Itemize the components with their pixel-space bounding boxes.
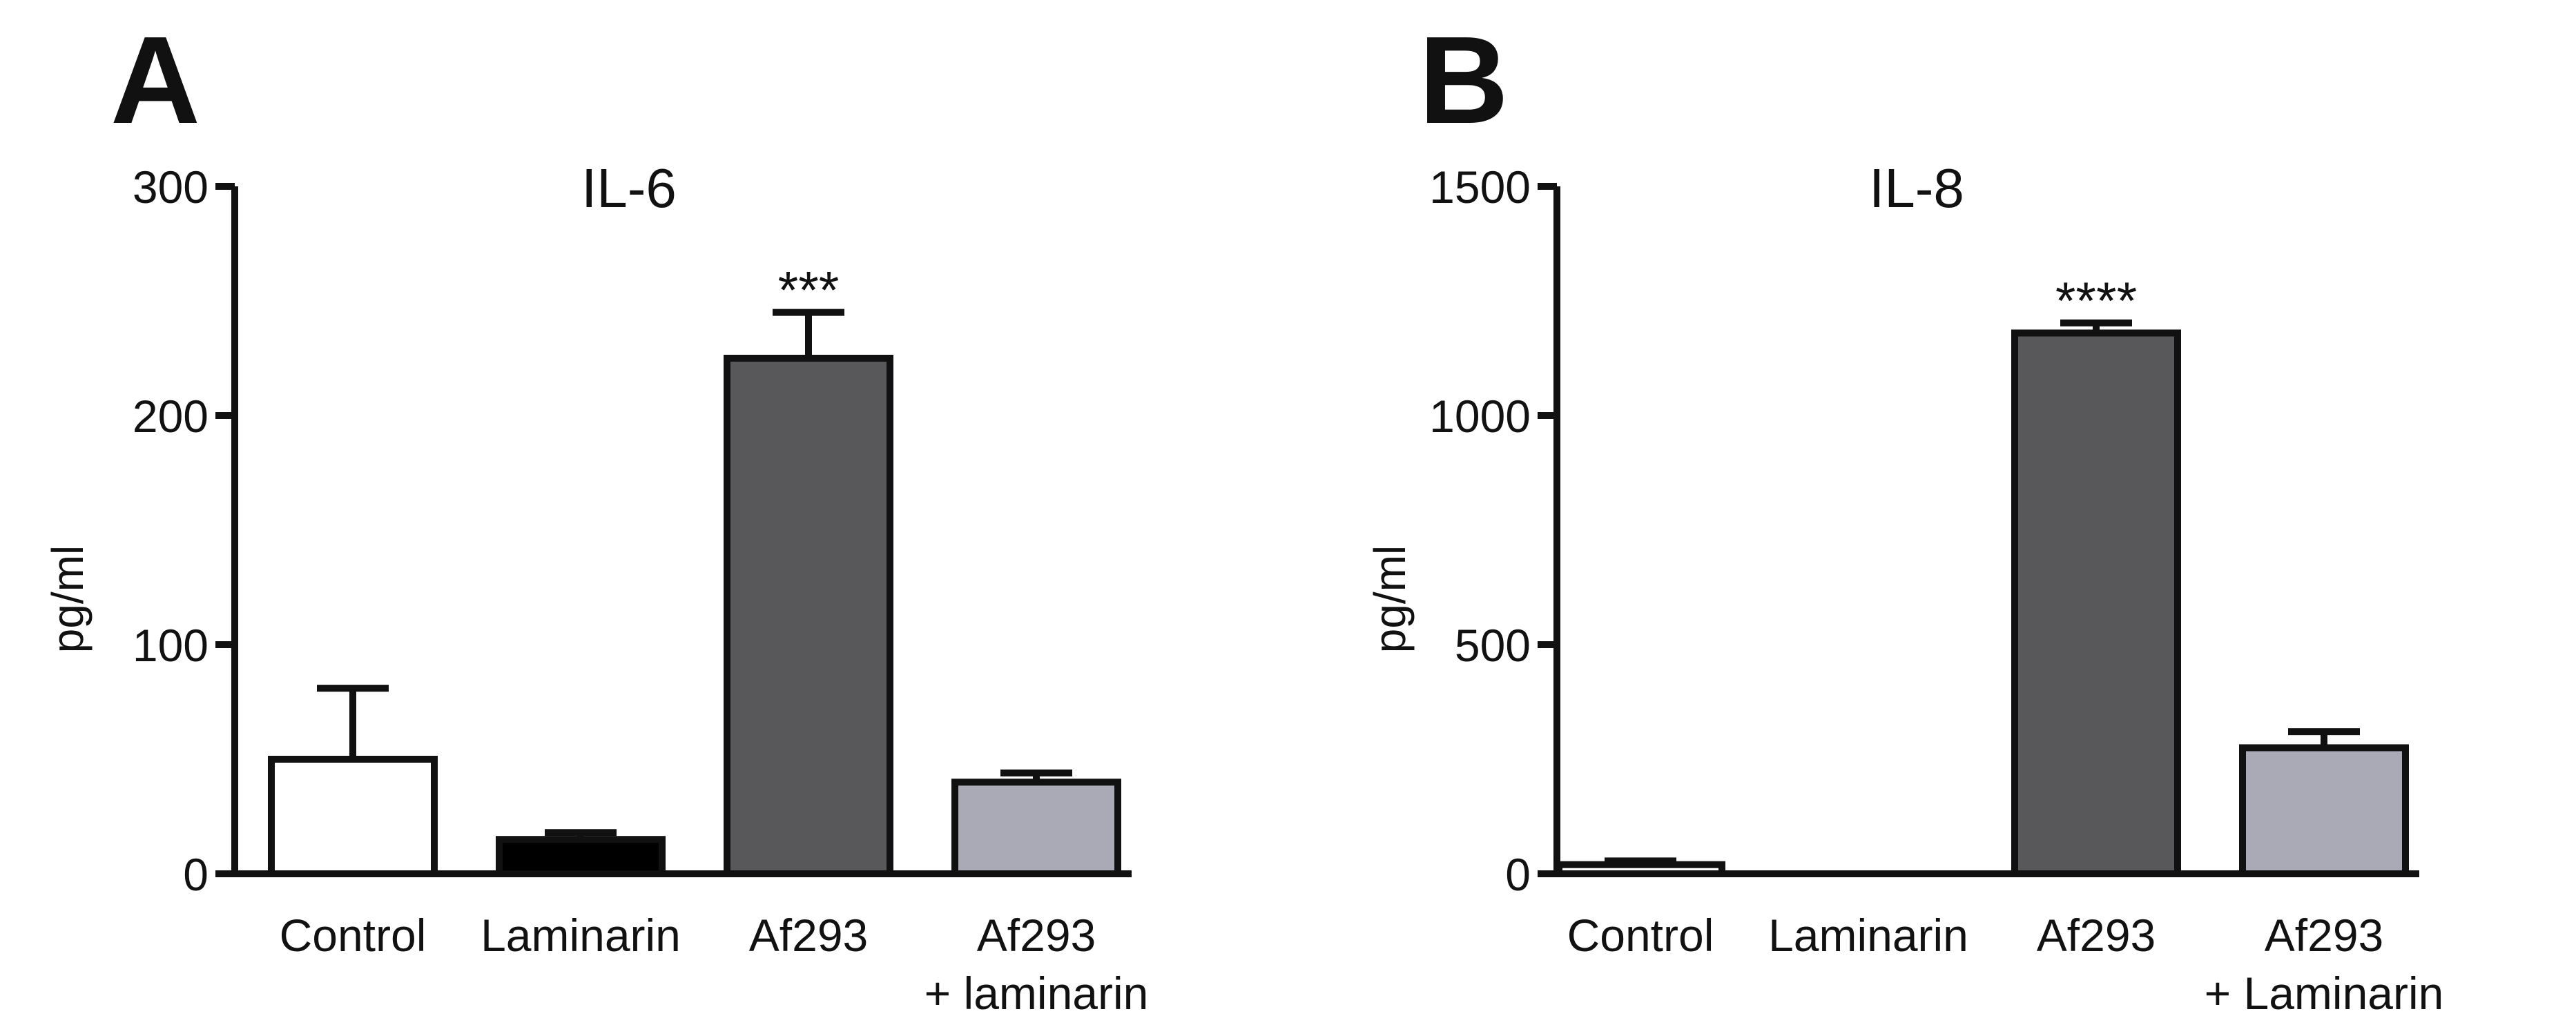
bar xyxy=(496,836,666,877)
y-axis-label: pg/ml xyxy=(1365,545,1415,654)
bar xyxy=(268,756,438,877)
x-tick-label: Af293 xyxy=(977,910,1096,961)
panel-letter: B xyxy=(1419,11,1509,150)
significance-label: **** xyxy=(2055,272,2137,331)
bar xyxy=(724,355,893,877)
chart-title: IL-8 xyxy=(1869,157,1964,219)
panel-a: A IL-6 pg/ml 0 100 200 300 Control Laminarin Af29… xyxy=(43,11,1148,1019)
y-tick-label: 300 xyxy=(133,162,209,213)
bar xyxy=(951,779,1121,877)
x-tick-label: Af293 xyxy=(749,910,868,961)
significance-label: *** xyxy=(778,262,840,320)
y-tick-label: 1500 xyxy=(1429,162,1531,213)
chart-title: IL-6 xyxy=(581,157,677,219)
x-tick-label: + Laminarin xyxy=(2205,968,2444,1019)
y-tick-label: 500 xyxy=(1455,620,1531,671)
y-tick-label: 100 xyxy=(133,620,209,671)
y-axis-label: pg/ml xyxy=(43,545,93,654)
x-tick-label: + laminarin xyxy=(924,968,1149,1019)
x-tick-label: Laminarin xyxy=(1768,910,1968,961)
x-tick-label: Control xyxy=(1567,910,1714,961)
bar xyxy=(2239,744,2409,878)
y-tick-label: 200 xyxy=(133,391,209,442)
y-tick-label: 0 xyxy=(183,849,209,900)
y-tick-label: 1000 xyxy=(1429,391,1531,442)
y-tick-label: 0 xyxy=(1505,849,1531,900)
bar xyxy=(1556,861,1725,877)
x-tick-label: Control xyxy=(280,910,427,961)
panel-letter: A xyxy=(110,11,200,150)
bar xyxy=(2011,329,2181,878)
x-tick-label: Af293 xyxy=(2265,910,2383,961)
panel-b: B IL-8 pg/ml 0 500 1000 1500 Control Laminarin Af… xyxy=(1365,11,2443,1019)
x-tick-label: Laminarin xyxy=(481,910,681,961)
x-tick-label: Af293 xyxy=(2037,910,2156,961)
